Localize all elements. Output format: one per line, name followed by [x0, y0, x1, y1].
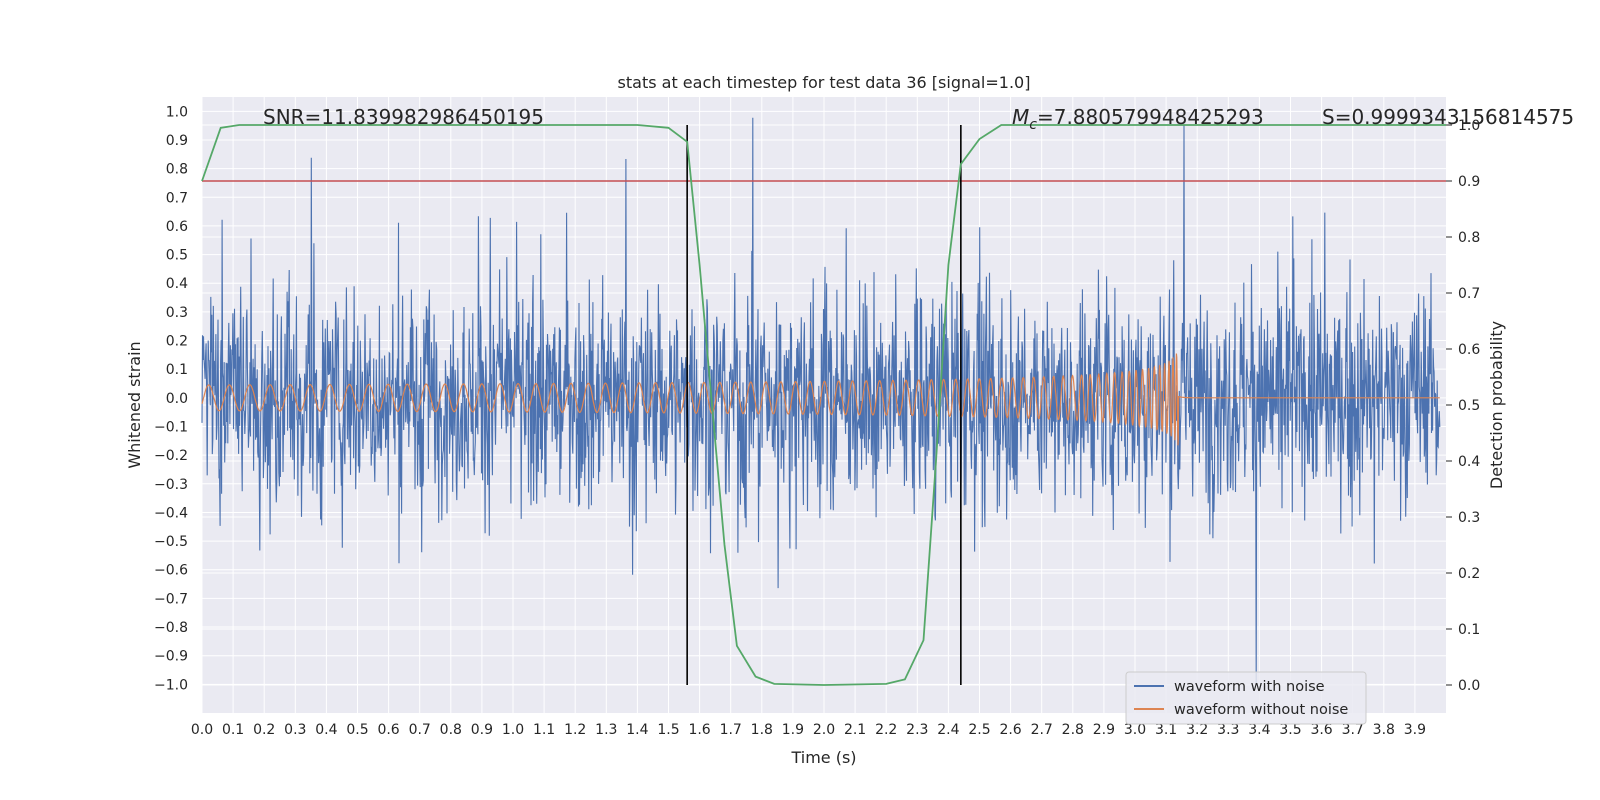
y-left-tick-label: 0.2 — [166, 334, 188, 350]
legend-label-noisy: waveform with noise — [1174, 679, 1325, 695]
y-left-tick-label: −0.5 — [154, 534, 188, 550]
y-left-tick-label: 0.8 — [166, 162, 188, 178]
y-right-tick-label: 0.3 — [1458, 510, 1480, 526]
y-left-tick-label: 0.0 — [166, 391, 188, 407]
y-right-tick-label: 0.9 — [1458, 174, 1480, 190]
y-axis-left-label: Whitened strain — [125, 341, 144, 468]
noisy-waveform-line — [201, 117, 1441, 684]
y-left-tick-label: 1.0 — [166, 104, 188, 120]
y-left-tick-label: −0.4 — [154, 505, 188, 521]
x-tick-label: 0.9 — [471, 722, 493, 738]
x-tick-label: 0.3 — [284, 722, 306, 738]
x-tick-label: 0.8 — [440, 722, 462, 738]
y-right-tick-label: 0.4 — [1458, 454, 1480, 470]
y-right-tick-label: 0.8 — [1458, 230, 1480, 246]
x-axis-label: Time (s) — [790, 748, 856, 767]
x-tick-label: 1.7 — [720, 722, 742, 738]
y-left-tick-label: −0.8 — [154, 620, 188, 636]
y-left-tick-label: 0.6 — [166, 219, 188, 235]
chirp-mass-value: =7.880579948425293 — [1037, 105, 1264, 129]
legend-label-clean: waveform without noise — [1174, 702, 1348, 718]
x-tick-label: 1.1 — [533, 722, 555, 738]
chirp-mass-subscript: c — [1029, 117, 1037, 133]
chirp-mass-symbol: M — [1012, 105, 1029, 129]
x-tick-label: 3.0 — [1124, 722, 1146, 738]
x-tick-label: 3.6 — [1310, 722, 1332, 738]
y-left-tick-label: −0.7 — [154, 591, 188, 607]
y-right-tick-label: 0.6 — [1458, 342, 1480, 358]
y-right-tick-label: 0.1 — [1458, 622, 1480, 638]
x-tick-label: 0.7 — [409, 722, 431, 738]
x-tick-label: 2.5 — [968, 722, 990, 738]
x-tick-label: 2.4 — [937, 722, 959, 738]
x-tick-label: 0.5 — [346, 722, 368, 738]
x-tick-label: 2.2 — [875, 722, 897, 738]
y-right-tick-label: 1.0 — [1458, 118, 1480, 134]
s-annotation: S=0.9999343156814575 — [1322, 105, 1574, 129]
x-tick-label: 3.9 — [1404, 722, 1426, 738]
x-tick-label: 2.8 — [1062, 722, 1084, 738]
x-tick-label: 3.2 — [1186, 722, 1208, 738]
x-tick-label: 3.3 — [1217, 722, 1239, 738]
x-tick-label: 2.0 — [813, 722, 835, 738]
x-tick-label: 0.6 — [377, 722, 399, 738]
x-tick-label: 1.8 — [751, 722, 773, 738]
y-left-tick-label: −0.2 — [154, 448, 188, 464]
chart-title: stats at each timestep for test data 36 … — [618, 73, 1031, 92]
legend: waveform with noise waveform without noi… — [1125, 671, 1367, 725]
waveform-with-noise-series — [201, 117, 1441, 684]
waveform-without-noise-series — [201, 353, 1440, 446]
x-tick-label: 0.4 — [315, 722, 337, 738]
x-tick-label: 1.9 — [782, 722, 804, 738]
x-tick-label: 0.1 — [222, 722, 244, 738]
x-tick-label: 2.3 — [906, 722, 928, 738]
x-tick-label: 1.0 — [502, 722, 524, 738]
x-tick-label: 3.5 — [1279, 722, 1301, 738]
y-left-tick-label: 0.5 — [166, 248, 188, 264]
x-tick-label: 1.6 — [688, 722, 710, 738]
x-tick-label: 2.7 — [1031, 722, 1053, 738]
y-left-tick-label: 0.9 — [166, 133, 188, 149]
x-tick-label: 1.5 — [657, 722, 679, 738]
x-tick-label: 2.9 — [1093, 722, 1115, 738]
x-tick-label: 1.2 — [564, 722, 586, 738]
x-tick-label: 0.0 — [191, 722, 213, 738]
y-left-tick-label: −0.3 — [154, 477, 188, 493]
overlay-lines — [201, 124, 1446, 686]
x-tick-label: 2.1 — [844, 722, 866, 738]
x-tick-label: 3.4 — [1248, 722, 1270, 738]
detection-probability-line — [201, 124, 1446, 686]
x-tick-label: 1.4 — [626, 722, 648, 738]
chirp-mass-annotation: Mc=7.880579948425293 — [1012, 105, 1264, 133]
x-tick-label: 3.8 — [1373, 722, 1395, 738]
x-tick-label: 0.2 — [253, 722, 275, 738]
y-axis-right-label: Detection probability — [1487, 321, 1506, 489]
clean-waveform-line — [201, 353, 1440, 446]
y-left-tick-label: −1.0 — [154, 677, 188, 693]
x-tick-label: 2.6 — [999, 722, 1021, 738]
tick-labels: 0.0 0.1 0.2 0.3 0.4 0.5 0.6 0.7 0.8 0.9 1.0 1.1 1.2 1… — [154, 104, 1480, 738]
x-tick-label: 3.7 — [1342, 722, 1364, 738]
y-left-tick-label: 0.7 — [166, 190, 188, 206]
y-right-tick-label: 0.7 — [1458, 286, 1480, 302]
x-tick-label: 1.3 — [595, 722, 617, 738]
legend-box — [1125, 671, 1367, 725]
y-right-tick-label: 0.2 — [1458, 566, 1480, 582]
snr-annotation: SNR=11.839982986450195 — [263, 105, 544, 129]
y-left-tick-label: 0.4 — [166, 276, 188, 292]
y-left-tick-label: −0.6 — [154, 563, 188, 579]
x-tick-label: 3.1 — [1155, 722, 1177, 738]
y-left-tick-label: −0.9 — [154, 649, 188, 665]
y-left-tick-label: −0.1 — [154, 419, 188, 435]
y-left-tick-label: 0.3 — [166, 305, 188, 321]
y-right-tick-label: 0.5 — [1458, 398, 1480, 414]
y-left-tick-label: 0.1 — [166, 362, 188, 378]
y-right-tick-label: 0.0 — [1458, 678, 1480, 694]
